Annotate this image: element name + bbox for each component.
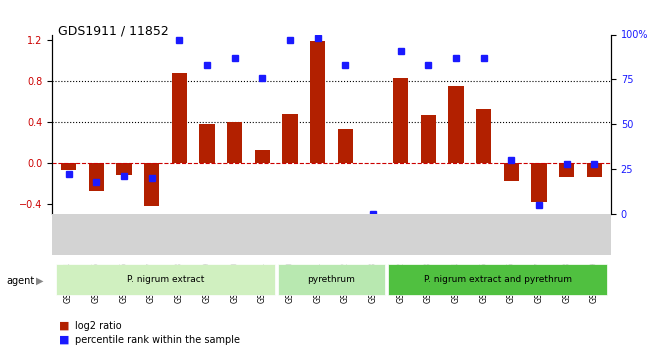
Bar: [504, 162, 519, 181]
FancyBboxPatch shape: [278, 264, 385, 295]
FancyBboxPatch shape: [388, 264, 607, 295]
Bar: [476, 109, 491, 162]
Bar: [338, 129, 353, 162]
Bar: [200, 124, 214, 162]
Bar: [393, 78, 408, 162]
Bar: [310, 41, 325, 162]
Bar: [227, 122, 242, 162]
Text: P. nigrum extract and pyrethrum: P. nigrum extract and pyrethrum: [424, 275, 571, 284]
Text: ■: ■: [58, 321, 69, 331]
Bar: [88, 162, 104, 191]
Bar: [144, 162, 159, 206]
FancyBboxPatch shape: [56, 264, 275, 295]
Bar: [255, 150, 270, 162]
Bar: [61, 162, 76, 170]
Bar: [116, 162, 131, 175]
Bar: [172, 73, 187, 162]
Bar: [532, 162, 547, 201]
Text: GDS1911 / 11852: GDS1911 / 11852: [58, 24, 169, 37]
Text: P. nigrum extract: P. nigrum extract: [127, 275, 204, 284]
Text: percentile rank within the sample: percentile rank within the sample: [75, 335, 240, 345]
Bar: [421, 116, 436, 162]
Text: ▶: ▶: [36, 276, 44, 286]
Bar: [559, 162, 575, 177]
Text: log2 ratio: log2 ratio: [75, 321, 122, 331]
Text: pyrethrum: pyrethrum: [307, 275, 356, 284]
Bar: [587, 162, 602, 177]
Bar: [282, 115, 298, 162]
Text: agent: agent: [6, 276, 34, 286]
Bar: [448, 86, 463, 162]
Text: ■: ■: [58, 335, 69, 345]
